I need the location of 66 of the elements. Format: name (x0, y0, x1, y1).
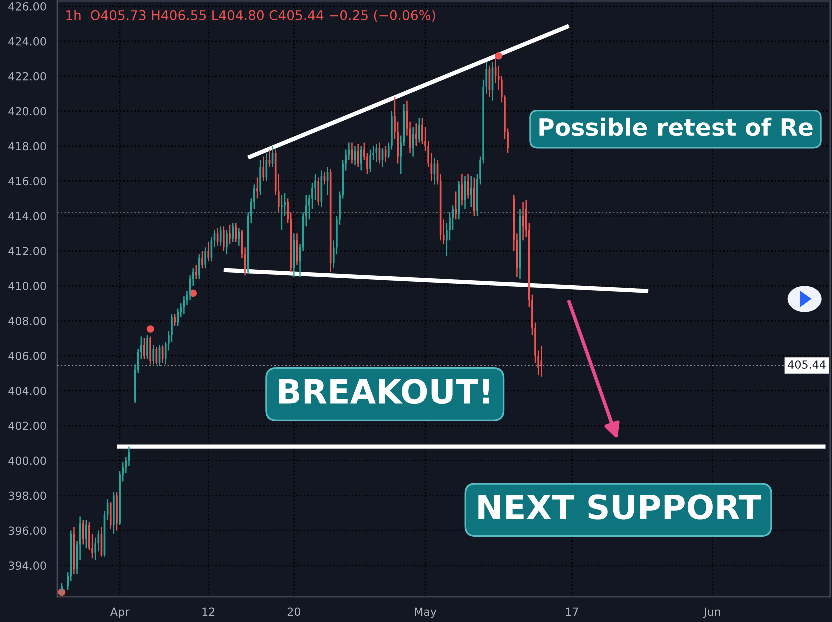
y-tick-label: 420.00 (8, 107, 46, 116)
candlestick (415, 122, 418, 147)
candlestick (226, 230, 228, 256)
candlestick (256, 177, 258, 200)
y-tick-label: 402.00 (8, 422, 46, 430)
candlestick (208, 242, 210, 262)
x-tick-label: May (415, 608, 437, 618)
y-tick-label: 398.00 (8, 492, 46, 500)
y-tick-label: 406.00 (8, 352, 46, 360)
candlestick (113, 492, 115, 535)
y-tick-label: 408.00 (8, 317, 46, 326)
ref-line-label: 405.44 (788, 360, 826, 369)
x-tick-label: 17 (566, 608, 578, 616)
y-tick-label: 412.00 (8, 247, 46, 256)
candlestick (235, 222, 238, 244)
x-tick-label: Apr (110, 608, 130, 618)
candlestick (229, 224, 231, 245)
x-tick-label: 20 (288, 608, 301, 616)
y-tick-label: 422.00 (8, 72, 46, 81)
candlestick (202, 250, 204, 270)
y-tick-label: 424.00 (8, 37, 46, 46)
annotation: Possible retest of Re (540, 118, 813, 136)
candlestick (370, 149, 372, 174)
y-tick-label: 426.00 (8, 2, 46, 11)
candlestick (144, 338, 146, 360)
candlestick (82, 520, 84, 546)
candlestick (262, 156, 265, 182)
candlestick (260, 160, 262, 196)
candlestick (195, 264, 198, 280)
y-tick-label: 396.00 (8, 526, 46, 536)
candlestick (232, 222, 234, 244)
annotation: BREAKOUT! (280, 378, 490, 404)
x-tick-label: 12 (202, 608, 215, 616)
y-tick-label: 400.00 (8, 456, 46, 466)
candlestick (418, 118, 420, 144)
candlestick (150, 336, 152, 366)
candlestick (455, 191, 458, 220)
candlestick (146, 334, 148, 360)
candlestick (174, 313, 176, 327)
candlestick (152, 344, 155, 366)
candlestick (281, 194, 283, 231)
candlestick (474, 177, 476, 217)
candlestick (540, 346, 543, 378)
candlestick (222, 226, 225, 252)
candlestick (116, 492, 118, 532)
point (146, 326, 154, 333)
y-tick-label: 414.00 (8, 212, 46, 221)
y-tick-label: 418.00 (8, 142, 46, 151)
candlestick (360, 146, 362, 172)
x-tick-label: Jun (703, 608, 720, 618)
candlestick (318, 177, 320, 206)
y-tick-label: 416.00 (8, 177, 46, 186)
candlestick (61, 582, 63, 596)
text: 1h O405.73 H406.55 L404.80 C405.44 −0.25 (−0.06%) (66, 10, 436, 22)
y-tick-label: 404.00 (8, 386, 46, 396)
candlestick (204, 247, 206, 270)
candlestick (198, 254, 200, 280)
candlestick (220, 226, 222, 247)
candlestick (110, 502, 112, 530)
y-tick-label: 394.00 (8, 562, 46, 570)
candlestick (470, 175, 472, 208)
candlestick (86, 520, 88, 549)
y-tick-label: 410.00 (8, 282, 46, 290)
candlestick (376, 144, 378, 163)
point (495, 52, 503, 60)
annotation: NEXT SUPPORT (478, 494, 762, 520)
